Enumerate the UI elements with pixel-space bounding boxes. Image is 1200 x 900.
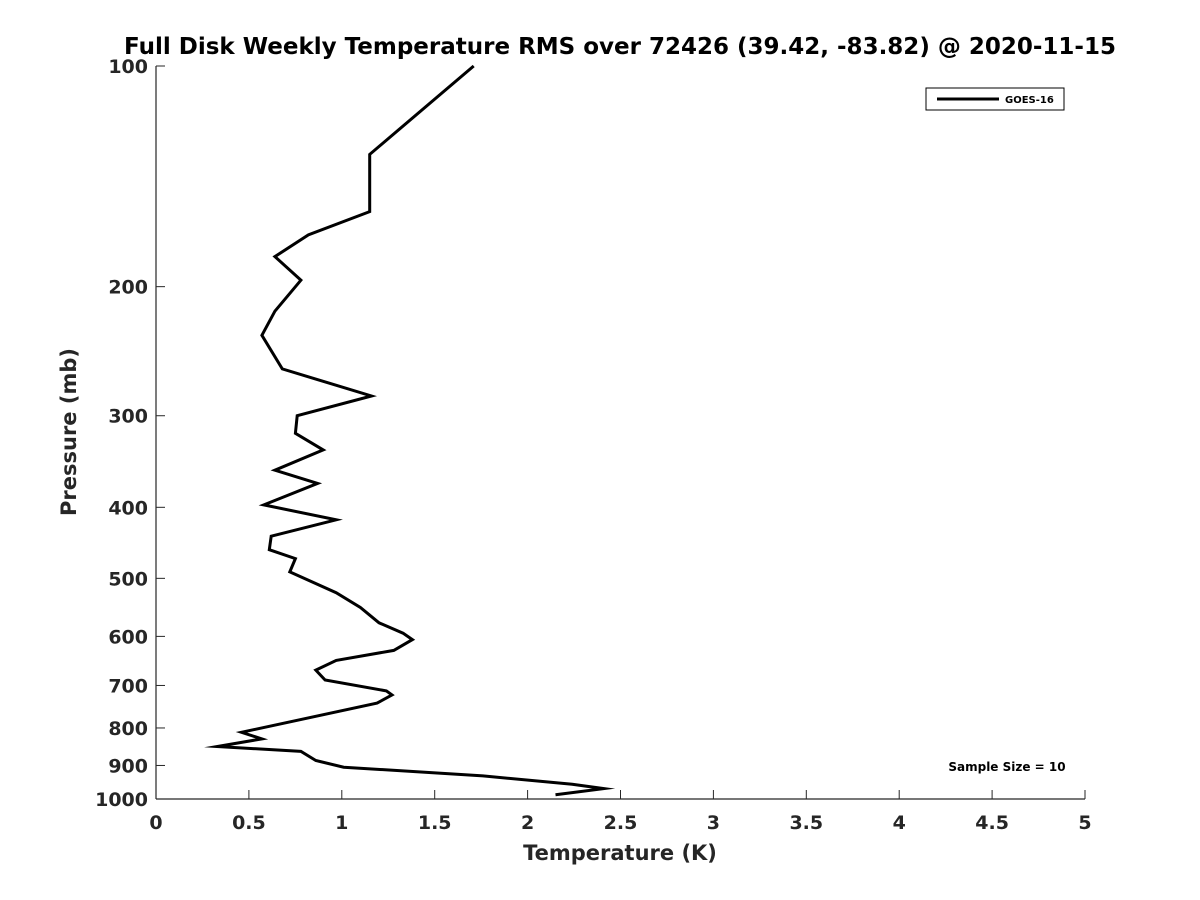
y-axis-ticks: 100 200 300 400 500 600 700 800 900 1000	[95, 56, 165, 811]
sample-size-annotation: Sample Size = 10	[948, 760, 1065, 774]
x-axis-ticks: 0 0.5 1 1.5 2 2.5 3 3.5 4 4.5 5	[149, 790, 1092, 834]
y-tick-label: 900	[108, 755, 148, 777]
y-tick-label: 500	[108, 568, 148, 590]
y-tick-label: 400	[108, 497, 148, 519]
legend-label-goes-16: GOES-16	[1005, 95, 1054, 106]
x-tick-label: 3.5	[789, 812, 823, 834]
y-tick-label: 700	[108, 675, 148, 697]
series-line-goes-16	[204, 64, 616, 797]
y-axis-title: Pressure (mb)	[57, 348, 81, 516]
x-axis-title: Temperature (K)	[523, 841, 717, 865]
y-tick-label: 1000	[95, 789, 148, 811]
y-tick-label: 800	[108, 718, 148, 740]
y-tick-label: 600	[108, 626, 148, 648]
x-tick-label: 4.5	[975, 812, 1009, 834]
x-tick-label: 3	[707, 812, 720, 834]
chart-title: Full Disk Weekly Temperature RMS over 72…	[124, 34, 1116, 60]
x-tick-label: 0	[149, 812, 162, 834]
x-tick-label: 1.5	[418, 812, 452, 834]
y-tick-label: 100	[108, 56, 148, 78]
y-tick-label: 300	[108, 406, 148, 428]
y-tick-label: 200	[108, 277, 148, 299]
series-layer	[204, 64, 616, 797]
x-tick-label: 4	[893, 812, 906, 834]
x-tick-label: 5	[1078, 812, 1091, 834]
x-tick-label: 2	[521, 812, 534, 834]
x-tick-label: 0.5	[232, 812, 266, 834]
x-tick-label: 2.5	[604, 812, 638, 834]
legend: GOES-16	[925, 87, 1065, 111]
x-tick-label: 1	[335, 812, 348, 834]
